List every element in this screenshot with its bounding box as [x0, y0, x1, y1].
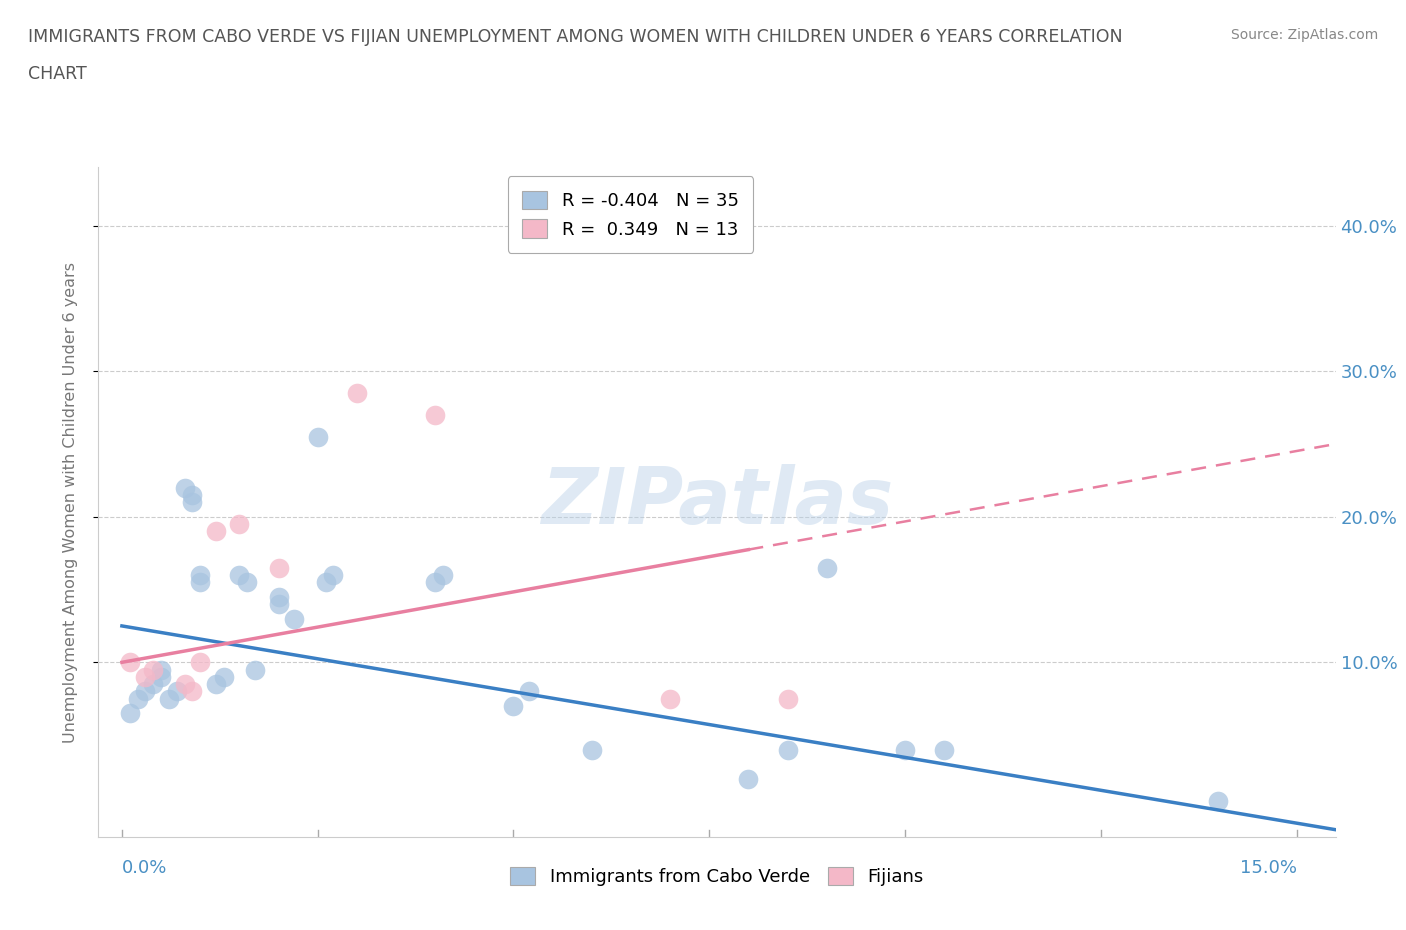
Point — [346, 386, 368, 401]
Point — [127, 691, 149, 706]
Text: Source: ZipAtlas.com: Source: ZipAtlas.com — [1230, 28, 1378, 42]
Point — [659, 691, 682, 706]
Point — [267, 597, 290, 612]
Point — [267, 590, 290, 604]
Point — [776, 691, 799, 706]
Point — [134, 670, 156, 684]
Point — [894, 742, 917, 757]
Point — [134, 684, 156, 698]
Point — [322, 567, 344, 582]
Y-axis label: Unemployment Among Women with Children Under 6 years: Unemployment Among Women with Children U… — [63, 261, 77, 743]
Point — [181, 487, 204, 502]
Point — [581, 742, 603, 757]
Legend: Immigrants from Cabo Verde, Fijians: Immigrants from Cabo Verde, Fijians — [501, 857, 934, 895]
Point — [142, 677, 165, 692]
Text: 15.0%: 15.0% — [1240, 858, 1296, 877]
Point — [212, 670, 235, 684]
Point — [205, 524, 228, 538]
Text: IMMIGRANTS FROM CABO VERDE VS FIJIAN UNEMPLOYMENT AMONG WOMEN WITH CHILDREN UNDE: IMMIGRANTS FROM CABO VERDE VS FIJIAN UNE… — [28, 28, 1123, 46]
Point — [283, 611, 305, 626]
Point — [205, 677, 228, 692]
Point — [166, 684, 188, 698]
Point — [118, 655, 141, 670]
Point — [188, 655, 211, 670]
Point — [188, 567, 211, 582]
Point — [188, 575, 211, 590]
Point — [432, 567, 454, 582]
Text: 0.0%: 0.0% — [122, 858, 167, 877]
Point — [267, 560, 290, 575]
Point — [934, 742, 956, 757]
Point — [181, 495, 204, 510]
Point — [517, 684, 540, 698]
Point — [815, 560, 838, 575]
Point — [737, 771, 759, 786]
Point — [502, 698, 524, 713]
Point — [157, 691, 180, 706]
Point — [150, 662, 173, 677]
Point — [423, 407, 446, 422]
Point — [173, 677, 195, 692]
Point — [243, 662, 266, 677]
Point — [1206, 793, 1229, 808]
Point — [776, 742, 799, 757]
Point — [150, 670, 173, 684]
Point — [181, 684, 204, 698]
Point — [142, 662, 165, 677]
Point — [118, 706, 141, 721]
Text: CHART: CHART — [28, 65, 87, 83]
Text: ZIPatlas: ZIPatlas — [541, 464, 893, 540]
Point — [228, 567, 250, 582]
Point — [228, 516, 250, 531]
Point — [173, 480, 195, 495]
Point — [315, 575, 337, 590]
Point — [307, 430, 329, 445]
Point — [236, 575, 259, 590]
Point — [423, 575, 446, 590]
